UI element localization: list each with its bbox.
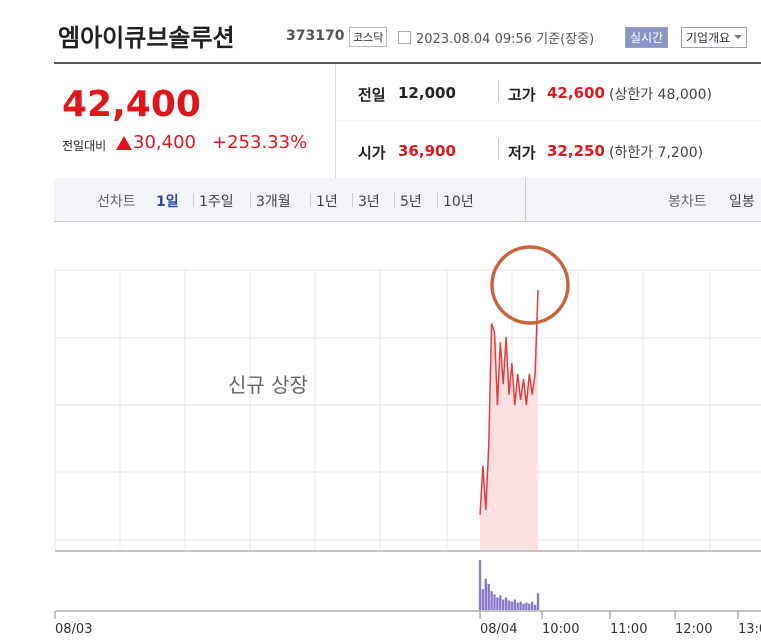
x-tick-label: 11:00 [610,622,647,637]
realtime-button[interactable]: 실시간 [625,27,669,48]
tab-bar [54,178,761,222]
highlight-circle [490,245,570,325]
open-label: 시가 [358,144,386,162]
price-line [479,289,539,516]
divider [394,193,395,207]
volume-bar [531,601,534,610]
candle-chart-tab[interactable]: 봉차트 [668,194,707,210]
price-area [480,290,538,550]
divider [250,193,251,207]
low-label: 저가 [508,144,536,162]
divider [335,64,336,178]
volume-bar [507,600,511,610]
x-tick-label: 10:00 [542,622,579,637]
open-price: 36,900 [398,142,456,160]
divider [498,138,499,160]
divider [193,193,194,207]
volume-bar [510,601,514,610]
x-tick-label: 08/04 [480,622,517,637]
volume-bar [522,603,525,610]
divider [498,80,499,102]
change-label: 전일대비 [62,139,107,153]
stock-code: 373170 [286,28,345,44]
x-tick-label: 13:00 [738,622,761,637]
volume-bar [496,597,499,610]
volume-bar [519,601,522,610]
datetime: 2023.08.04 09:56 기준(장중) [416,32,595,47]
market-badge: 코스닥 [349,27,388,47]
high-label: 고가 [508,86,536,104]
period-tab[interactable]: 3개월 [256,194,291,210]
period-tab[interactable]: 3년 [358,194,380,210]
company-button[interactable]: 기업개요 [681,27,748,48]
x-tick-label: 08/03 [55,622,92,637]
volume-bar [487,583,490,610]
period-tab[interactable]: 1년 [316,194,338,210]
prev-price: 12,000 [398,84,456,102]
volume-bar [504,597,508,610]
divider [525,178,526,222]
low-price: 32,250 [547,142,605,160]
volume-bar [516,602,519,610]
volume-bar [481,589,485,610]
divider [336,120,761,121]
volume-bar [533,604,537,610]
x-tick-label: 12:00 [675,622,712,637]
volume-bar [536,593,540,610]
period-tab[interactable]: 10년 [443,194,474,210]
volume-bar [525,602,528,610]
divider [352,193,353,207]
volume-bar [493,594,496,610]
stock-name: 엠아이큐브솔루션 [58,24,235,52]
volume-bar [490,591,493,610]
period-tab[interactable]: 1주일 [199,194,234,210]
change-rate: +253.33% [212,132,308,153]
volume-bar [478,560,482,610]
volume-bar [484,578,487,610]
annotation: 신규 상장 [228,373,308,397]
candle-period-tab[interactable]: 일봉 [729,194,755,210]
volume-bar [502,599,505,610]
current-price: 42,400 [62,84,201,125]
volume-bar [513,599,516,610]
volume-bar [499,595,502,610]
period-tab[interactable]: 5년 [400,194,422,210]
divider [310,193,311,207]
calendar-icon [398,31,411,44]
upper-limit: (상한가 48,000) [609,87,713,103]
line-chart-tab[interactable]: 선차트 [97,194,136,210]
lower-limit: (하한가 7,200) [609,145,704,161]
change-amount: 30,400 [133,132,196,153]
up-arrow [116,136,132,150]
prev-label: 전일 [358,86,386,104]
period-tab[interactable]: 1일 [156,194,179,210]
volume-bar [528,603,531,610]
divider [437,193,438,207]
company-label: 기업개요 [686,31,731,45]
high-price: 42,600 [547,84,605,102]
